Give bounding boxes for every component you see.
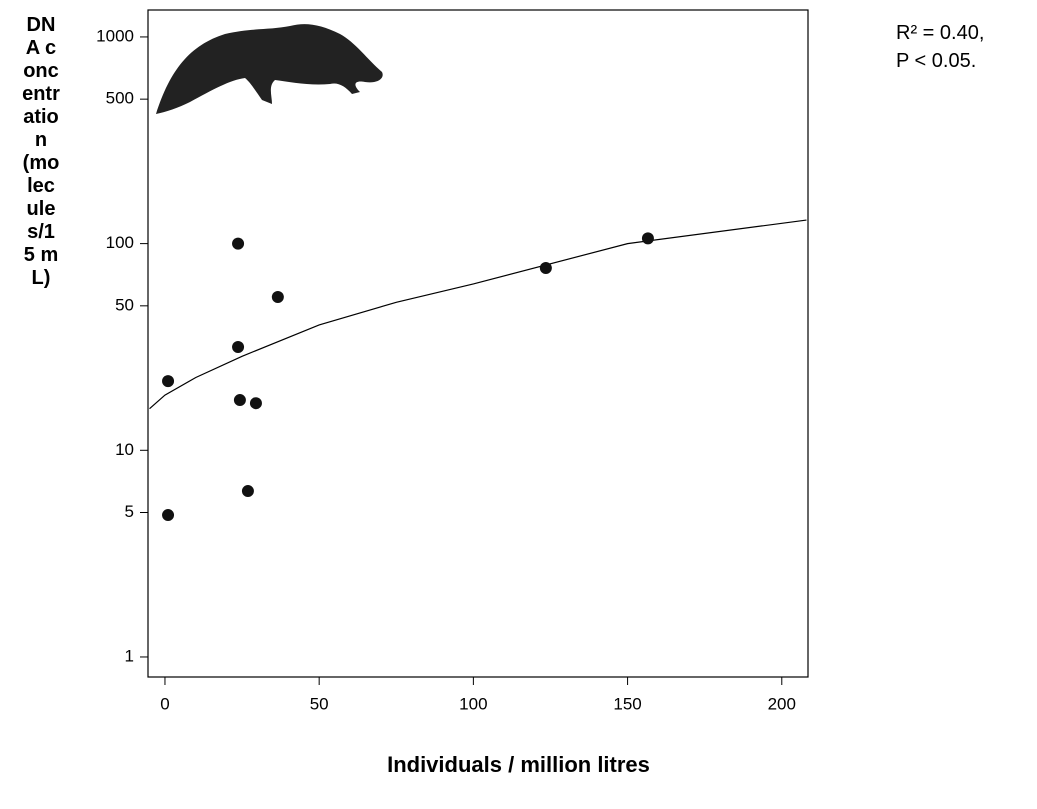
point — [539, 262, 552, 275]
y-tick-label: 10 — [115, 440, 134, 459]
point — [233, 394, 246, 407]
x-tick-label: 0 — [160, 694, 169, 713]
annotation: R² = 0.40, — [896, 22, 985, 44]
x-tick-label: 200 — [768, 694, 796, 713]
y-tick-label: 1000 — [96, 26, 134, 45]
point — [232, 237, 245, 250]
point — [271, 290, 284, 303]
point — [249, 397, 262, 410]
annotation: P < 0.05. — [896, 50, 977, 72]
point — [162, 509, 175, 522]
x-tick-label: 50 — [310, 694, 329, 713]
y-tick-label: 500 — [106, 89, 134, 108]
y-axis-label: DNA concentration (molecules/15 mL) — [22, 14, 60, 289]
point — [241, 485, 254, 498]
chart: 1 5 10 50 100 500 1000 0 50 100 150 200 — [96, 9, 809, 713]
plot-frame — [147, 9, 809, 678]
newt-silhouette — [156, 24, 383, 114]
point — [232, 341, 245, 354]
y-tick-label: 100 — [106, 233, 134, 252]
y-tick-label: 5 — [125, 502, 134, 521]
point — [162, 375, 175, 388]
y-tick-label: 1 — [125, 646, 134, 665]
x-axis-label: Individuals / million litres — [387, 752, 650, 777]
fit-curve — [149, 219, 807, 410]
y-tick-label: 50 — [115, 295, 134, 314]
point — [641, 232, 654, 245]
x-tick-label: 150 — [613, 694, 641, 713]
x-tick-label: 100 — [459, 694, 487, 713]
